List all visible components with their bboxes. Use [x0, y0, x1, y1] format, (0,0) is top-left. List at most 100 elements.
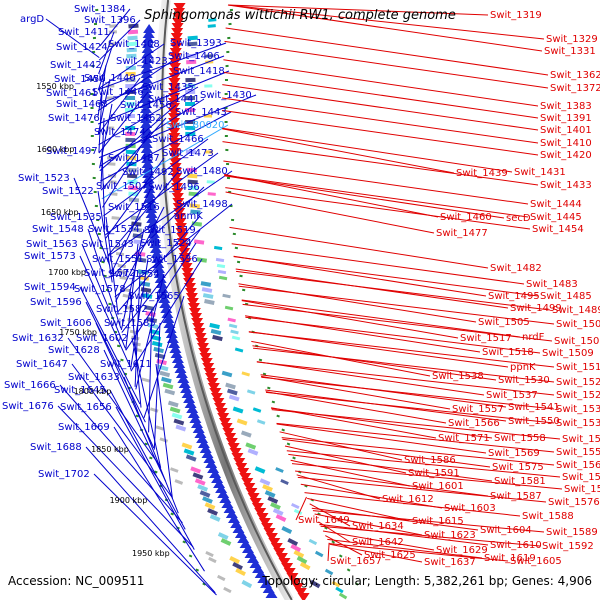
right-strand-arrow: [225, 438, 238, 447]
tick-dash-right: [232, 232, 236, 236]
outer-block-right: [241, 371, 251, 377]
tick-dash-left: [90, 92, 94, 96]
right-strand-arrow: [173, 213, 186, 222]
label-connector-line: [87, 228, 122, 329]
outer-block-right: [256, 419, 266, 425]
gene-label-swit-1489: Swit_1489: [552, 305, 600, 316]
label-connector-line: [99, 103, 113, 169]
tick-dash-left: [101, 260, 105, 264]
left-strand-arrow: [265, 589, 278, 598]
gene-label-swit-1586: Swit_1586: [404, 455, 456, 466]
label-connector-line: [98, 31, 115, 74]
right-strand-arrow: [210, 393, 223, 402]
right-strand-arrow: [174, 218, 187, 227]
right-strand-arrow: [247, 493, 260, 502]
tick-dash-right: [226, 50, 230, 54]
label-connector-line: [114, 203, 233, 298]
cog-block-right: [264, 490, 276, 498]
gene-label-swit-1637: Swit_1637: [424, 557, 476, 568]
tick-dash-right: [281, 428, 285, 432]
label-connector-line: [98, 91, 149, 154]
left-strand-arrow: [186, 404, 199, 413]
label-connector-line: [99, 104, 177, 172]
outer-block-right: [231, 335, 241, 341]
cog-block-left: [232, 561, 243, 571]
label-connector-line: [99, 98, 205, 167]
right-strand-arrow: [168, 68, 181, 77]
right-strand-arrow: [178, 248, 191, 257]
label-connector-line: [288, 453, 493, 482]
label-connector-lines: [45, 4, 563, 596]
right-strand-arrow: [209, 388, 222, 397]
left-strand-arrow: [144, 199, 157, 208]
tick-dash-left: [135, 414, 139, 418]
right-strand-arrow: [289, 578, 302, 587]
gene-label-swit-1443: Swit_1443: [175, 107, 227, 118]
outer-block-left: [223, 586, 232, 594]
outer-block-right: [252, 407, 262, 413]
left-strand-arrow: [189, 414, 202, 423]
tick-dash-right: [225, 148, 229, 152]
tick-dash-left: [92, 176, 96, 180]
label-connector-line: [290, 459, 411, 487]
right-strand-arrow: [168, 103, 180, 112]
tick-dash-right: [258, 358, 263, 362]
label-connector-line: [121, 229, 201, 333]
cog-block-right: [200, 281, 212, 287]
cog-block-left: [162, 382, 174, 390]
right-strand-arrow: [183, 278, 196, 287]
gene-label-swit-1454: Swit_1454: [532, 224, 584, 235]
right-strand-arrow: [169, 48, 182, 57]
right-strand-arrow: [261, 523, 274, 532]
left-strand-arrow: [140, 104, 152, 113]
tick-dash-right: [226, 162, 230, 166]
kbp-tick-label: 1950 kbp: [132, 549, 170, 558]
tick-dash-left: [182, 540, 186, 544]
gene-label-swit-1537: Swit_1537: [486, 390, 538, 401]
cog-block-left: [173, 418, 185, 426]
outer-block-left: [170, 467, 179, 473]
gene-label-swit-1647: Swit_1647: [16, 359, 68, 370]
outer-block-right: [217, 269, 227, 275]
right-strand-arrow: [169, 168, 182, 177]
label-connector-line: [59, 384, 183, 524]
cog-block-left: [154, 352, 166, 360]
cog-block-left: [159, 370, 171, 378]
tick-dash-right: [229, 8, 234, 12]
tick-dash-right: [224, 120, 228, 124]
label-connector-line: [327, 538, 483, 559]
cog-block-right: [296, 555, 308, 565]
outer-block-right: [215, 257, 225, 263]
left-strand-arrow: [199, 444, 212, 453]
kbp-tick-label: 1650 kbp: [41, 208, 79, 217]
gene-label-swit-1507: Swit_1507: [96, 181, 148, 192]
label-connector-line: [129, 288, 142, 408]
label-connector-line: [229, 226, 489, 269]
right-strand-arrow: [170, 38, 183, 47]
cog-block-right: [186, 59, 197, 65]
label-connector-line: [110, 186, 205, 278]
gene-label-swit-1611: Swit_1611: [100, 359, 152, 370]
cog-block-left: [141, 293, 153, 299]
left-strand-arrow: [143, 184, 156, 193]
cog-block-right: [185, 101, 196, 107]
left-strand-arrow: [162, 314, 175, 323]
gene-label-swit-1656: Swit_1656: [60, 402, 112, 413]
left-strand-arrow: [150, 244, 162, 253]
cog-block-left: [229, 556, 240, 565]
right-strand-arrow: [258, 518, 271, 527]
gene-label-swit-1473: Swit_1473: [162, 148, 214, 159]
tick-dash-right: [355, 582, 359, 586]
left-strand-arrow: [191, 419, 203, 428]
right-strand-arrow: [239, 473, 252, 482]
cog-block-left: [169, 406, 181, 414]
gene-label-swit-1603: Swit_1603: [444, 503, 496, 514]
label-connector-line: [251, 340, 431, 377]
outer-block-right: [331, 580, 341, 588]
tick-dash-left: [90, 134, 94, 138]
right-strand-arrow: [169, 53, 182, 62]
tick-dash-right: [292, 456, 296, 460]
gene-label-swit-1552: Swit_1552: [556, 447, 600, 458]
right-strand-arrow: [172, 18, 185, 27]
